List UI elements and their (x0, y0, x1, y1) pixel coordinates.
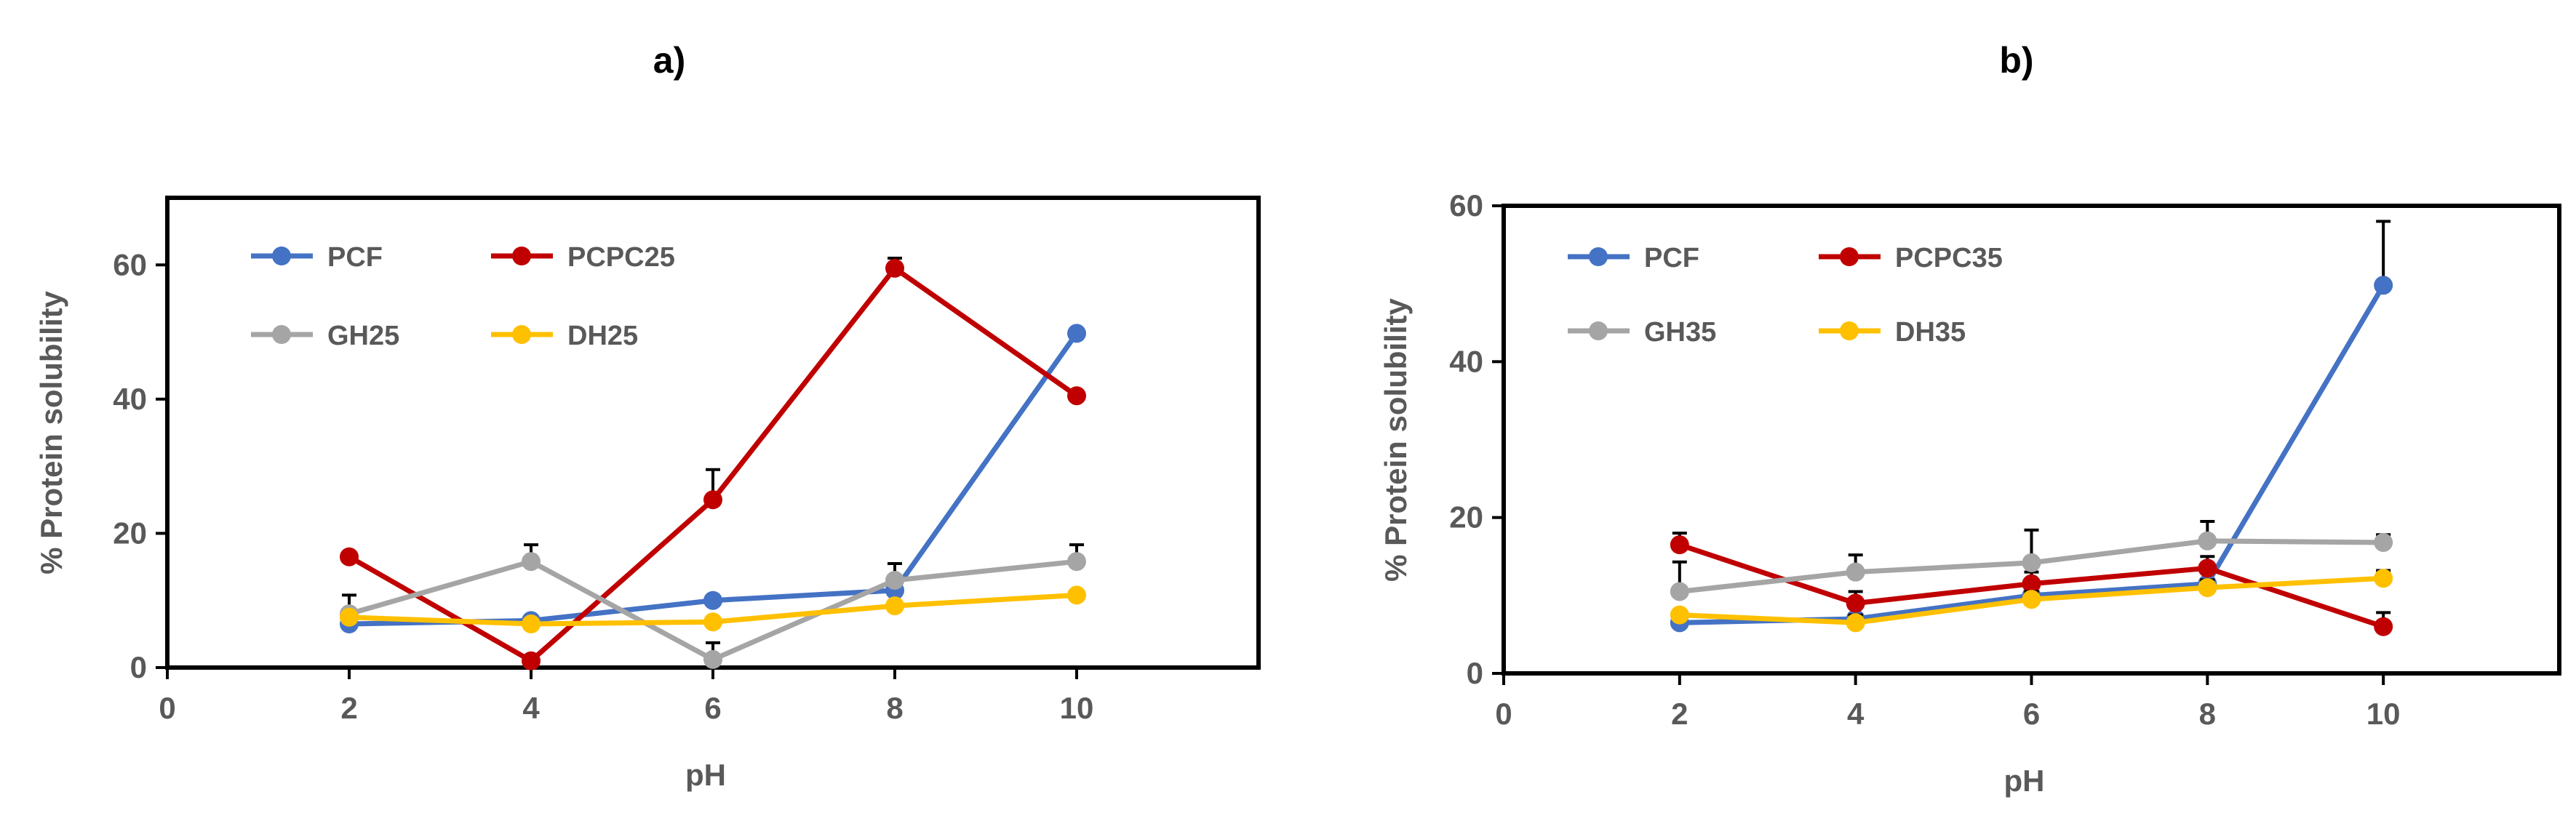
x-tick-label: 2 (340, 691, 357, 725)
y-axis-label: % Protein solubility (1379, 298, 1413, 582)
legend-entry: GH25 (251, 321, 399, 351)
chart-title: b) (1999, 40, 2033, 81)
data-point (340, 547, 359, 566)
data-point (1067, 585, 1086, 605)
legend-entry: GH35 (1568, 317, 1716, 348)
data-point (1670, 582, 1689, 601)
y-tick-label: 60 (1449, 188, 1483, 223)
data-point (1670, 535, 1689, 555)
legend-label: PCPC35 (1895, 243, 2003, 273)
legend-entry: PCF (251, 242, 383, 273)
series-DH35 (1670, 569, 2393, 633)
data-point (2022, 590, 2041, 609)
data-point (2374, 276, 2393, 295)
data-point (703, 590, 722, 610)
legend-marker (1589, 321, 1608, 340)
x-tick-label: 10 (2366, 697, 2401, 731)
data-point (1067, 552, 1086, 572)
data-point (2022, 553, 2041, 572)
series-PCPC25 (340, 257, 1086, 670)
y-tick-label: 60 (113, 247, 147, 281)
legend-label: PCF (327, 242, 383, 273)
x-tick-label: 8 (886, 691, 903, 725)
x-tick-label: 6 (2023, 697, 2040, 731)
y-axis-label: % Protein solubility (34, 291, 68, 574)
x-tick-label: 4 (522, 691, 540, 725)
x-axis-label: pH (2004, 764, 2045, 798)
x-tick-label: 10 (1060, 691, 1094, 725)
legend-entry: DH25 (491, 321, 638, 351)
data-point (1846, 593, 1865, 613)
x-tick-label: 8 (2199, 697, 2216, 731)
data-point (2022, 574, 2041, 593)
series-PCPC35 (1670, 532, 2393, 636)
legend-label: GH35 (1644, 317, 1716, 348)
y-tick-label: 40 (1449, 344, 1483, 378)
legend-marker (512, 325, 531, 344)
data-point (1670, 605, 1689, 625)
data-point (522, 552, 541, 572)
chart-0: a) 0 20 40 60 0 2 4 6 8 10 pH % Protein solubility PC… (34, 40, 1261, 792)
legend-label: GH25 (327, 321, 399, 351)
data-point (703, 649, 722, 669)
chart-1: b) 0 20 40 60 0 2 4 6 8 10 pH % Protein solubility PC… (1379, 40, 2561, 798)
data-point (522, 651, 541, 670)
data-point (522, 614, 541, 634)
data-point (2374, 617, 2393, 636)
x-tick-label: 0 (159, 691, 175, 725)
chart-title: a) (653, 40, 685, 81)
x-axis-label: pH (685, 758, 726, 792)
legend-marker (1840, 247, 1859, 266)
legend-entry: PCPC35 (1819, 243, 2003, 273)
y-tick-label: 0 (130, 650, 147, 684)
data-point (2198, 558, 2217, 578)
data-point (2374, 532, 2393, 552)
x-tick-label: 6 (704, 691, 721, 725)
data-point (885, 571, 904, 590)
data-point (1846, 562, 1865, 582)
data-point (2198, 531, 2217, 550)
data-point (1846, 613, 1865, 633)
legend-label: DH35 (1895, 317, 1966, 348)
y-tick-label: 20 (1449, 500, 1483, 534)
legend-marker (272, 247, 291, 265)
x-tick-label: 0 (1495, 697, 1512, 731)
data-point (2374, 569, 2393, 588)
y-tick-label: 40 (113, 382, 147, 416)
legend-entry: DH35 (1819, 317, 1966, 348)
data-point (703, 490, 722, 510)
data-point (885, 258, 904, 278)
data-point (340, 607, 359, 627)
y-tick-label: 0 (1467, 656, 1483, 690)
series-GH25 (340, 543, 1086, 669)
series-DH25 (340, 585, 1086, 634)
x-tick-label: 2 (1671, 697, 1688, 731)
data-point (703, 612, 722, 632)
legend-marker (512, 247, 531, 265)
data-point (1067, 386, 1086, 406)
data-point (885, 596, 904, 616)
x-tick-label: 4 (1847, 697, 1865, 731)
data-point (1067, 324, 1086, 343)
legend-entry: PCPC25 (491, 242, 675, 273)
legend-label: PCPC25 (567, 242, 675, 273)
series-GH35 (1670, 520, 2393, 601)
legend-label: DH25 (567, 321, 638, 351)
legend-marker (1589, 247, 1608, 266)
y-tick-label: 20 (113, 516, 147, 550)
legend-marker (272, 325, 291, 344)
legend-entry: PCF (1568, 243, 1699, 273)
legend-marker (1840, 321, 1859, 340)
legend-label: PCF (1644, 243, 1699, 273)
data-point (2198, 578, 2217, 598)
